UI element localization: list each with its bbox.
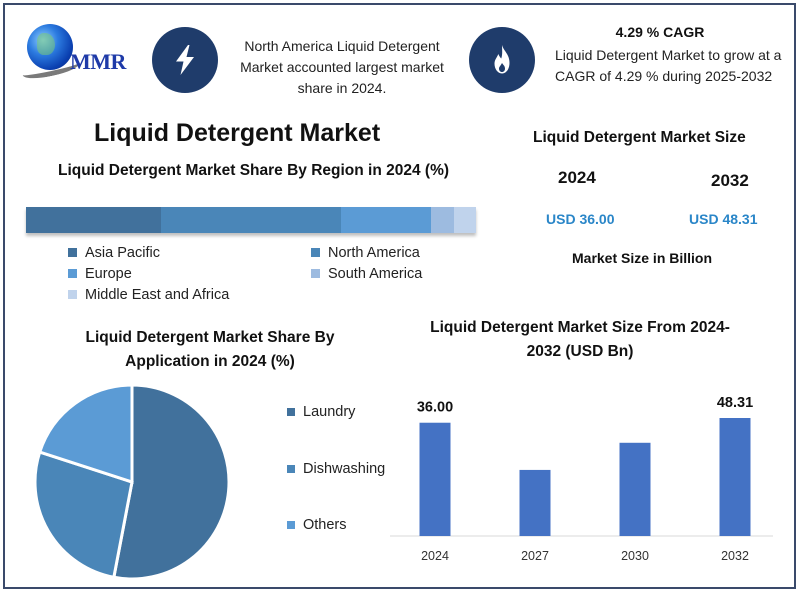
bar-2030 [619,442,651,536]
globe-icon [27,24,73,70]
main-title: Liquid Detergent Market [94,119,381,147]
bar-data-label: 48.31 [717,395,753,411]
legend-label: Laundry [303,404,356,420]
legend-swatch [68,290,77,299]
x-tick-label: 2027 [521,549,549,563]
legend-label: Asia Pacific [85,244,160,261]
legend-swatch [287,408,295,416]
legend-label: South America [328,265,423,282]
market-size-chart-title: Liquid Detergent Market Size From 2024-2… [430,319,730,360]
mmr-logo: MMR [21,22,142,82]
north-america-blurb: North America Liquid Detergent Market ac… [240,38,444,96]
market-size-year-2024: 2024 [558,168,596,187]
legend-dishwashing: Dishwashing [287,461,385,477]
region-segment-europe [341,207,431,233]
bar-2027 [519,469,551,536]
cagr-title: 4.29 % CAGR [615,24,705,40]
pie-slice-dishwashing [33,450,134,580]
legend-swatch [287,465,295,473]
lightning-icon [152,27,218,93]
cagr-description: Liquid Detergent Market to grow at a CAG… [555,47,782,84]
fire-icon [469,27,535,93]
region-share-bar [26,207,476,233]
pie-slice-laundry [112,383,231,581]
legend-label: Dishwashing [303,461,386,477]
market-size-unit: Market Size in Billion [572,250,713,266]
legend-swatch [68,248,77,257]
legend-north-america: North America [311,242,420,263]
region-chart-title: Liquid Detergent Market Share By Region … [58,162,450,179]
legend-label: Middle East and Africa [85,286,230,303]
x-tick-label: 2024 [421,549,449,563]
region-segment-north-america [161,207,341,233]
application-pie-chart [33,383,231,581]
region-segment-south-america [431,207,454,233]
x-tick-label: 2032 [721,549,749,563]
legend-others: Others [287,517,347,533]
market-size-title: Liquid Detergent Market Size [533,129,746,146]
bar-2032 [719,418,751,536]
legend-europe: Europe [68,263,132,284]
legend-swatch [68,269,77,278]
legend-label: Europe [85,265,132,282]
application-chart-title: Liquid Detergent Market Share By Applica… [85,329,335,370]
legend-label: Others [303,517,347,533]
region-segment-asia-pacific [26,207,161,233]
region-segment-middle-east-and-africa [453,207,476,233]
market-size-value-2024: USD 36.00 [546,211,615,227]
market-size-bar-chart: 2024 36.00 2027 2030 2032 48.31 [390,395,773,563]
logo-text: MMR [70,49,126,74]
pie-slice-others [37,383,134,485]
legend-swatch [287,521,295,529]
market-size-value-2032: USD 48.31 [689,211,758,227]
legend-south-america: South America [311,263,422,284]
legend-asia-pacific: Asia Pacific [68,242,160,263]
bar-2024 [419,422,451,536]
legend-mea: Middle East and Africa [68,284,229,305]
bar-data-label: 36.00 [417,400,453,416]
x-tick-label: 2030 [621,549,649,563]
legend-swatch [311,269,320,278]
market-size-year-2032: 2032 [711,171,749,190]
legend-label: North America [328,244,420,261]
legend-laundry: Laundry [287,404,355,420]
legend-swatch [311,248,320,257]
